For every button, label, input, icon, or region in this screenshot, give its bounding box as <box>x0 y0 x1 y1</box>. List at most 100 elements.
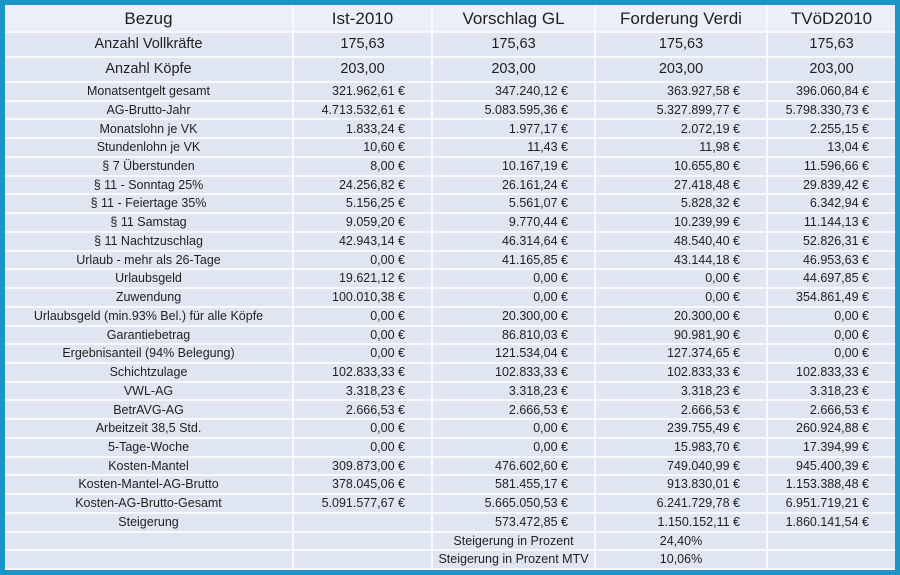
row-label: Ergebnisanteil (94% Belegung) <box>5 345 294 364</box>
value-cell: 6.951.719,21 € <box>768 495 895 514</box>
value-cell: 11.596,66 € <box>768 157 895 177</box>
value-cell: 913.830,01 € <box>596 476 768 496</box>
value-cell: 52.826,31 € <box>768 232 895 252</box>
row-label: Garantiebetrag <box>5 326 294 346</box>
value-cell: 86.810,03 € <box>433 326 596 346</box>
value-cell: Steigerung in Prozent MTV <box>433 551 596 570</box>
value-cell: 100.010,38 € <box>294 289 433 308</box>
value-cell: 0,00 € <box>768 345 895 364</box>
value-cell: 5.091.577,67 € <box>294 495 433 514</box>
value-cell: 29.839,42 € <box>768 176 895 196</box>
value-cell: 0,00 € <box>433 420 596 439</box>
row-label: VWL-AG <box>5 382 294 402</box>
value-cell: 203,00 <box>294 58 433 83</box>
row-label: Stundenlohn je VK <box>5 139 294 158</box>
value-cell: 9.059,20 € <box>294 214 433 233</box>
value-cell: 0,00 € <box>596 289 768 308</box>
row-label: Zuwendung <box>5 289 294 308</box>
value-cell: 44.697,85 € <box>768 270 895 290</box>
value-cell: 396.060,84 € <box>768 83 895 102</box>
value-cell: 1.150.152,11 € <box>596 513 768 533</box>
value-cell: 2.666,53 € <box>433 401 596 421</box>
column-header: Ist-2010 <box>294 5 433 33</box>
value-cell: 27.418,48 € <box>596 176 768 196</box>
row-label: BetrAVG-AG <box>5 401 294 421</box>
row-label: Urlaubsgeld (min.93% Bel.) für alle Köpf… <box>5 307 294 327</box>
value-cell: 0,00 € <box>294 251 433 271</box>
value-cell: 10,60 € <box>294 139 433 158</box>
value-cell: 0,00 € <box>294 307 433 327</box>
value-cell: 5.665.050,53 € <box>433 495 596 514</box>
value-cell: 175,63 <box>294 33 433 58</box>
value-cell: 1.833,24 € <box>294 120 433 140</box>
value-cell <box>294 513 433 533</box>
row-label: Steigerung <box>5 513 294 533</box>
row-label: Schichtzulage <box>5 363 294 383</box>
value-cell: 13,04 € <box>768 139 895 158</box>
value-cell: 90.981,90 € <box>596 326 768 346</box>
value-cell: 1.860.141,54 € <box>768 513 895 533</box>
value-cell: 175,63 <box>596 33 768 58</box>
value-cell: 17.394,99 € <box>768 438 895 458</box>
value-cell: 121.534,04 € <box>433 345 596 364</box>
value-cell: 203,00 <box>596 58 768 83</box>
value-cell: 20.300,00 € <box>596 307 768 327</box>
value-cell <box>768 532 895 552</box>
value-cell: 203,00 <box>433 58 596 83</box>
value-cell: 20.300,00 € <box>433 307 596 327</box>
row-label: Kosten-Mantel-AG-Brutto <box>5 476 294 496</box>
value-cell: 11,98 € <box>596 139 768 158</box>
value-cell: 378.045,06 € <box>294 476 433 496</box>
value-cell: 4.713.532,61 € <box>294 101 433 121</box>
value-cell: 476.602,60 € <box>433 457 596 477</box>
column-header: Vorschlag GL <box>433 5 596 33</box>
value-cell: 5.828,32 € <box>596 195 768 215</box>
value-cell: 127.374,65 € <box>596 345 768 364</box>
row-label: Anzahl Köpfe <box>5 58 294 83</box>
table-grid: Bezug Ist-2010 Vorschlag GL Forderung Verdi… <box>5 5 895 570</box>
value-cell: 239.755,49 € <box>596 420 768 439</box>
row-label: § 7 Überstunden <box>5 157 294 177</box>
value-cell: 363.927,58 € <box>596 83 768 102</box>
value-cell: 26.161,24 € <box>433 176 596 196</box>
value-cell: 24.256,82 € <box>294 176 433 196</box>
value-cell: 10.239,99 € <box>596 214 768 233</box>
row-label: Kosten-Mantel <box>5 457 294 477</box>
value-cell: 5.083.595,36 € <box>433 101 596 121</box>
value-cell: 8,00 € <box>294 157 433 177</box>
value-cell: 0,00 € <box>294 420 433 439</box>
value-cell: 102.833,33 € <box>433 363 596 383</box>
value-cell: 3.318,23 € <box>294 382 433 402</box>
row-label: § 11 - Feiertage 35% <box>5 195 294 215</box>
value-cell <box>768 551 895 570</box>
value-cell: 102.833,33 € <box>596 363 768 383</box>
value-cell: 0,00 € <box>433 289 596 308</box>
row-label: Arbeitzeit 38,5 Std. <box>5 420 294 439</box>
value-cell: 573.472,85 € <box>433 513 596 533</box>
value-cell: 321.962,61 € <box>294 83 433 102</box>
value-cell: 10.167,19 € <box>433 157 596 177</box>
value-cell: 749.040,99 € <box>596 457 768 477</box>
value-cell: 5.327.899,77 € <box>596 101 768 121</box>
row-label <box>5 532 294 552</box>
row-label: AG-Brutto-Jahr <box>5 101 294 121</box>
value-cell <box>294 551 433 570</box>
value-cell: 6.342,94 € <box>768 195 895 215</box>
value-cell: 347.240,12 € <box>433 83 596 102</box>
value-cell: 41.165,85 € <box>433 251 596 271</box>
value-cell: 0,00 € <box>596 270 768 290</box>
row-label: Urlaubsgeld <box>5 270 294 290</box>
value-cell: 46.314,64 € <box>433 232 596 252</box>
value-cell: 260.924,88 € <box>768 420 895 439</box>
value-cell: 2.255,15 € <box>768 120 895 140</box>
value-cell: 48.540,40 € <box>596 232 768 252</box>
value-cell: 43.144,18 € <box>596 251 768 271</box>
value-cell: 11,43 € <box>433 139 596 158</box>
row-label: 5-Tage-Woche <box>5 438 294 458</box>
value-cell: 2.072,19 € <box>596 120 768 140</box>
value-cell: 203,00 <box>768 58 895 83</box>
value-cell: 10.655,80 € <box>596 157 768 177</box>
value-cell: 1.977,17 € <box>433 120 596 140</box>
value-cell: 9.770,44 € <box>433 214 596 233</box>
